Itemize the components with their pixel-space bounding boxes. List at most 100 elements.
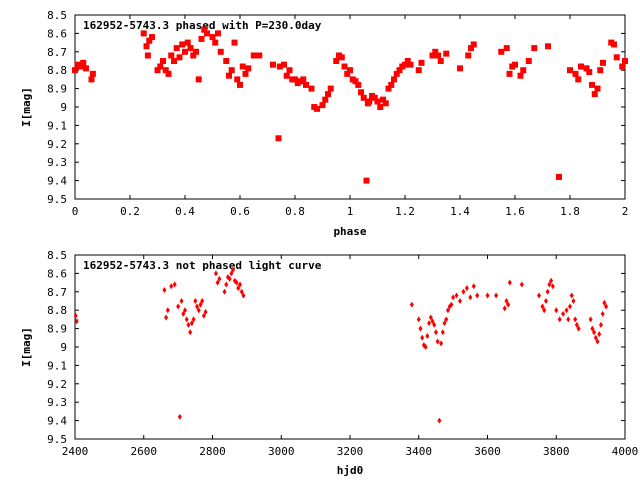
y-tick-label: 8.6 (47, 27, 67, 40)
y-tick-label: 9.2 (47, 138, 67, 151)
y-tick-label: 8.9 (47, 323, 67, 336)
data-point (173, 45, 180, 52)
data-point (228, 67, 235, 74)
data-point (183, 307, 187, 314)
data-point (171, 58, 177, 64)
data-point (537, 292, 542, 299)
data-point (506, 301, 511, 308)
data-point (322, 96, 329, 103)
x-tick-label: 1.8 (560, 205, 580, 218)
x-tick-label: 0.4 (175, 205, 195, 218)
data-point (404, 58, 411, 64)
x-tick-label: 2600 (131, 445, 158, 458)
plot-title: 162952-5743.3 not phased light curve (83, 259, 322, 272)
data-point (270, 61, 276, 68)
data-point (88, 76, 95, 83)
data-point (391, 76, 397, 83)
data-point (380, 96, 386, 103)
data-point (283, 72, 290, 79)
data-point (525, 58, 532, 64)
data-point (568, 303, 572, 310)
data-point (543, 298, 548, 304)
x-tick-label: 4000 (612, 445, 639, 458)
data-point (437, 417, 442, 424)
data-point (172, 281, 177, 288)
y-tick-label: 8.7 (47, 286, 67, 299)
data-point (250, 52, 257, 59)
data-point (176, 54, 183, 61)
unphased-light-curve-plot: 2400 2600 2800 3000 3200 3400 3600 3800 4000 8.5 8… (20, 249, 638, 477)
data-point (564, 307, 569, 314)
data-point (292, 76, 298, 83)
data-point (507, 279, 512, 286)
data-point (458, 298, 462, 304)
data-point (471, 283, 476, 290)
data-point (341, 63, 348, 70)
data-point (573, 316, 578, 323)
data-point (377, 104, 384, 110)
data-point (457, 65, 463, 72)
data-point (338, 54, 345, 61)
data-point (242, 70, 249, 77)
data-point (566, 316, 571, 323)
data-point (157, 63, 164, 70)
data-point (557, 316, 562, 323)
data-point (217, 275, 222, 282)
data-point (567, 67, 573, 74)
plot-frame (74, 14, 626, 200)
data-point (371, 94, 378, 101)
x-tick-label: 3600 (474, 445, 501, 458)
data-point (468, 45, 474, 52)
data-point (454, 292, 459, 299)
data-point (203, 309, 208, 316)
data-point (226, 72, 232, 79)
data-point (572, 70, 579, 77)
data-point (231, 39, 238, 46)
data-point (418, 325, 423, 332)
data-point (241, 292, 246, 299)
data-point (179, 41, 186, 48)
data-point (234, 76, 241, 83)
data-point (591, 91, 598, 98)
data-point (576, 325, 581, 332)
data-point (517, 72, 524, 79)
data-point (177, 413, 182, 420)
data-point (89, 70, 96, 77)
y-tick-label: 9 (60, 101, 67, 114)
data-point (432, 321, 437, 328)
data-point (162, 67, 169, 74)
data-point (600, 310, 605, 317)
data-point (545, 288, 550, 295)
data-point (195, 76, 202, 83)
y-tick-label: 9.3 (47, 396, 67, 409)
data-point (451, 294, 456, 301)
data-point (604, 303, 609, 310)
data-point (80, 59, 87, 66)
data-point (234, 279, 239, 286)
data-point (187, 45, 194, 52)
data-point (154, 67, 161, 74)
x-tick-label: 3000 (268, 445, 295, 458)
y-tick-label: 9.3 (47, 156, 67, 169)
data-point (281, 61, 287, 68)
data-point (396, 67, 403, 74)
data-point (485, 292, 490, 299)
data-point (388, 81, 395, 88)
data-point (201, 312, 206, 319)
data-point (549, 277, 554, 284)
data-point (415, 67, 422, 74)
data-point (72, 67, 78, 74)
x-axis-label: phase (333, 225, 366, 238)
data-point (188, 329, 193, 336)
data-point (445, 307, 450, 314)
data-point (449, 301, 454, 308)
data-point (229, 270, 234, 277)
data-point (590, 325, 595, 332)
y-tick-label: 8.8 (47, 304, 67, 317)
y-tick-label: 9.4 (47, 175, 67, 188)
x-tick-label: 1.4 (450, 205, 470, 218)
y-tick-label: 8.5 (47, 9, 67, 22)
data-point (498, 48, 505, 55)
data-point (502, 305, 507, 312)
x-tick-label: 0.8 (285, 205, 305, 218)
